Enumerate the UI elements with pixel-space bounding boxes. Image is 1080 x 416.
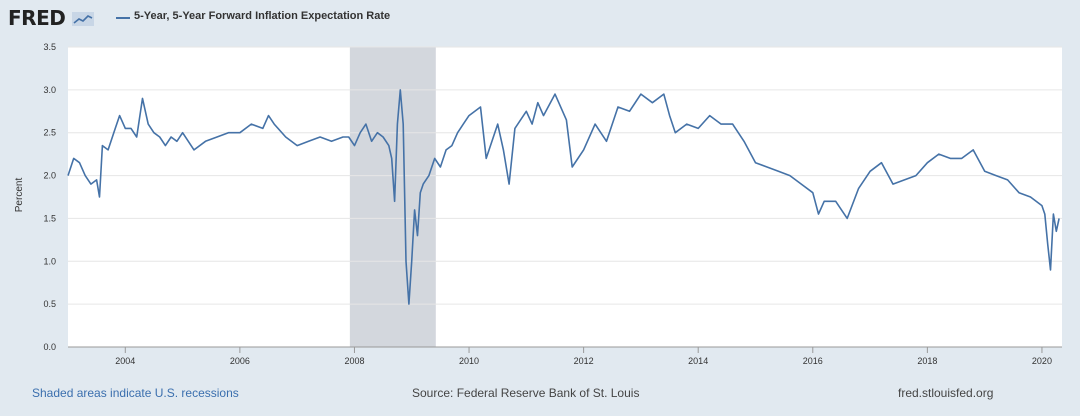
x-tick-label-8: 2020 [1032, 356, 1052, 366]
y-tick-label-0: 0.0 [43, 342, 56, 352]
plot-area [68, 47, 1062, 347]
y-tick-labels: 0.0 0.5 1.0 1.5 2.0 2.5 3.0 3.5 [43, 42, 56, 352]
y-tick-label-4: 2.0 [43, 171, 56, 181]
recession-layer [349, 47, 436, 347]
site-url[interactable]: fred.stlouisfed.org [898, 386, 994, 400]
series-line [67, 89, 1060, 305]
x-tick-label-1: 2006 [230, 356, 250, 366]
y-tick-label-7: 3.5 [43, 42, 56, 52]
grid-layer [68, 46, 1062, 348]
x-tick-labels: 2004 2006 2008 2010 2012 2014 2016 2018 2020 [115, 347, 1052, 366]
y-tick-label-6: 3.0 [43, 85, 56, 95]
x-tick-label-7: 2018 [917, 356, 937, 366]
x-tick-label-2: 2008 [344, 356, 364, 366]
fred-logo: FRED [8, 6, 94, 30]
source-note: Source: Federal Reserve Bank of St. Loui… [412, 386, 640, 400]
fred-chart-icon [71, 12, 94, 26]
x-tick-label-5: 2014 [688, 356, 708, 366]
legend-label: 5-Year, 5-Year Forward Inflation Expecta… [134, 10, 391, 22]
x-tick-label-6: 2016 [803, 356, 823, 366]
x-tick-label-3: 2010 [459, 356, 479, 366]
legend-swatch [116, 17, 130, 19]
x-tick-label-0: 2004 [115, 356, 135, 366]
y-tick-label-1: 0.5 [43, 299, 56, 309]
y-axis-label: Percent [14, 178, 25, 213]
y-tick-label-5: 2.5 [43, 128, 56, 138]
recession-band-0 [349, 47, 436, 347]
y-tick-label-2: 1.0 [43, 256, 56, 266]
recession-note-link[interactable]: Shaded areas indicate U.S. recessions [32, 386, 239, 400]
y-tick-label-3: 1.5 [43, 213, 56, 223]
x-tick-label-4: 2012 [574, 356, 594, 366]
fred-logo-text: FRED [8, 6, 66, 30]
